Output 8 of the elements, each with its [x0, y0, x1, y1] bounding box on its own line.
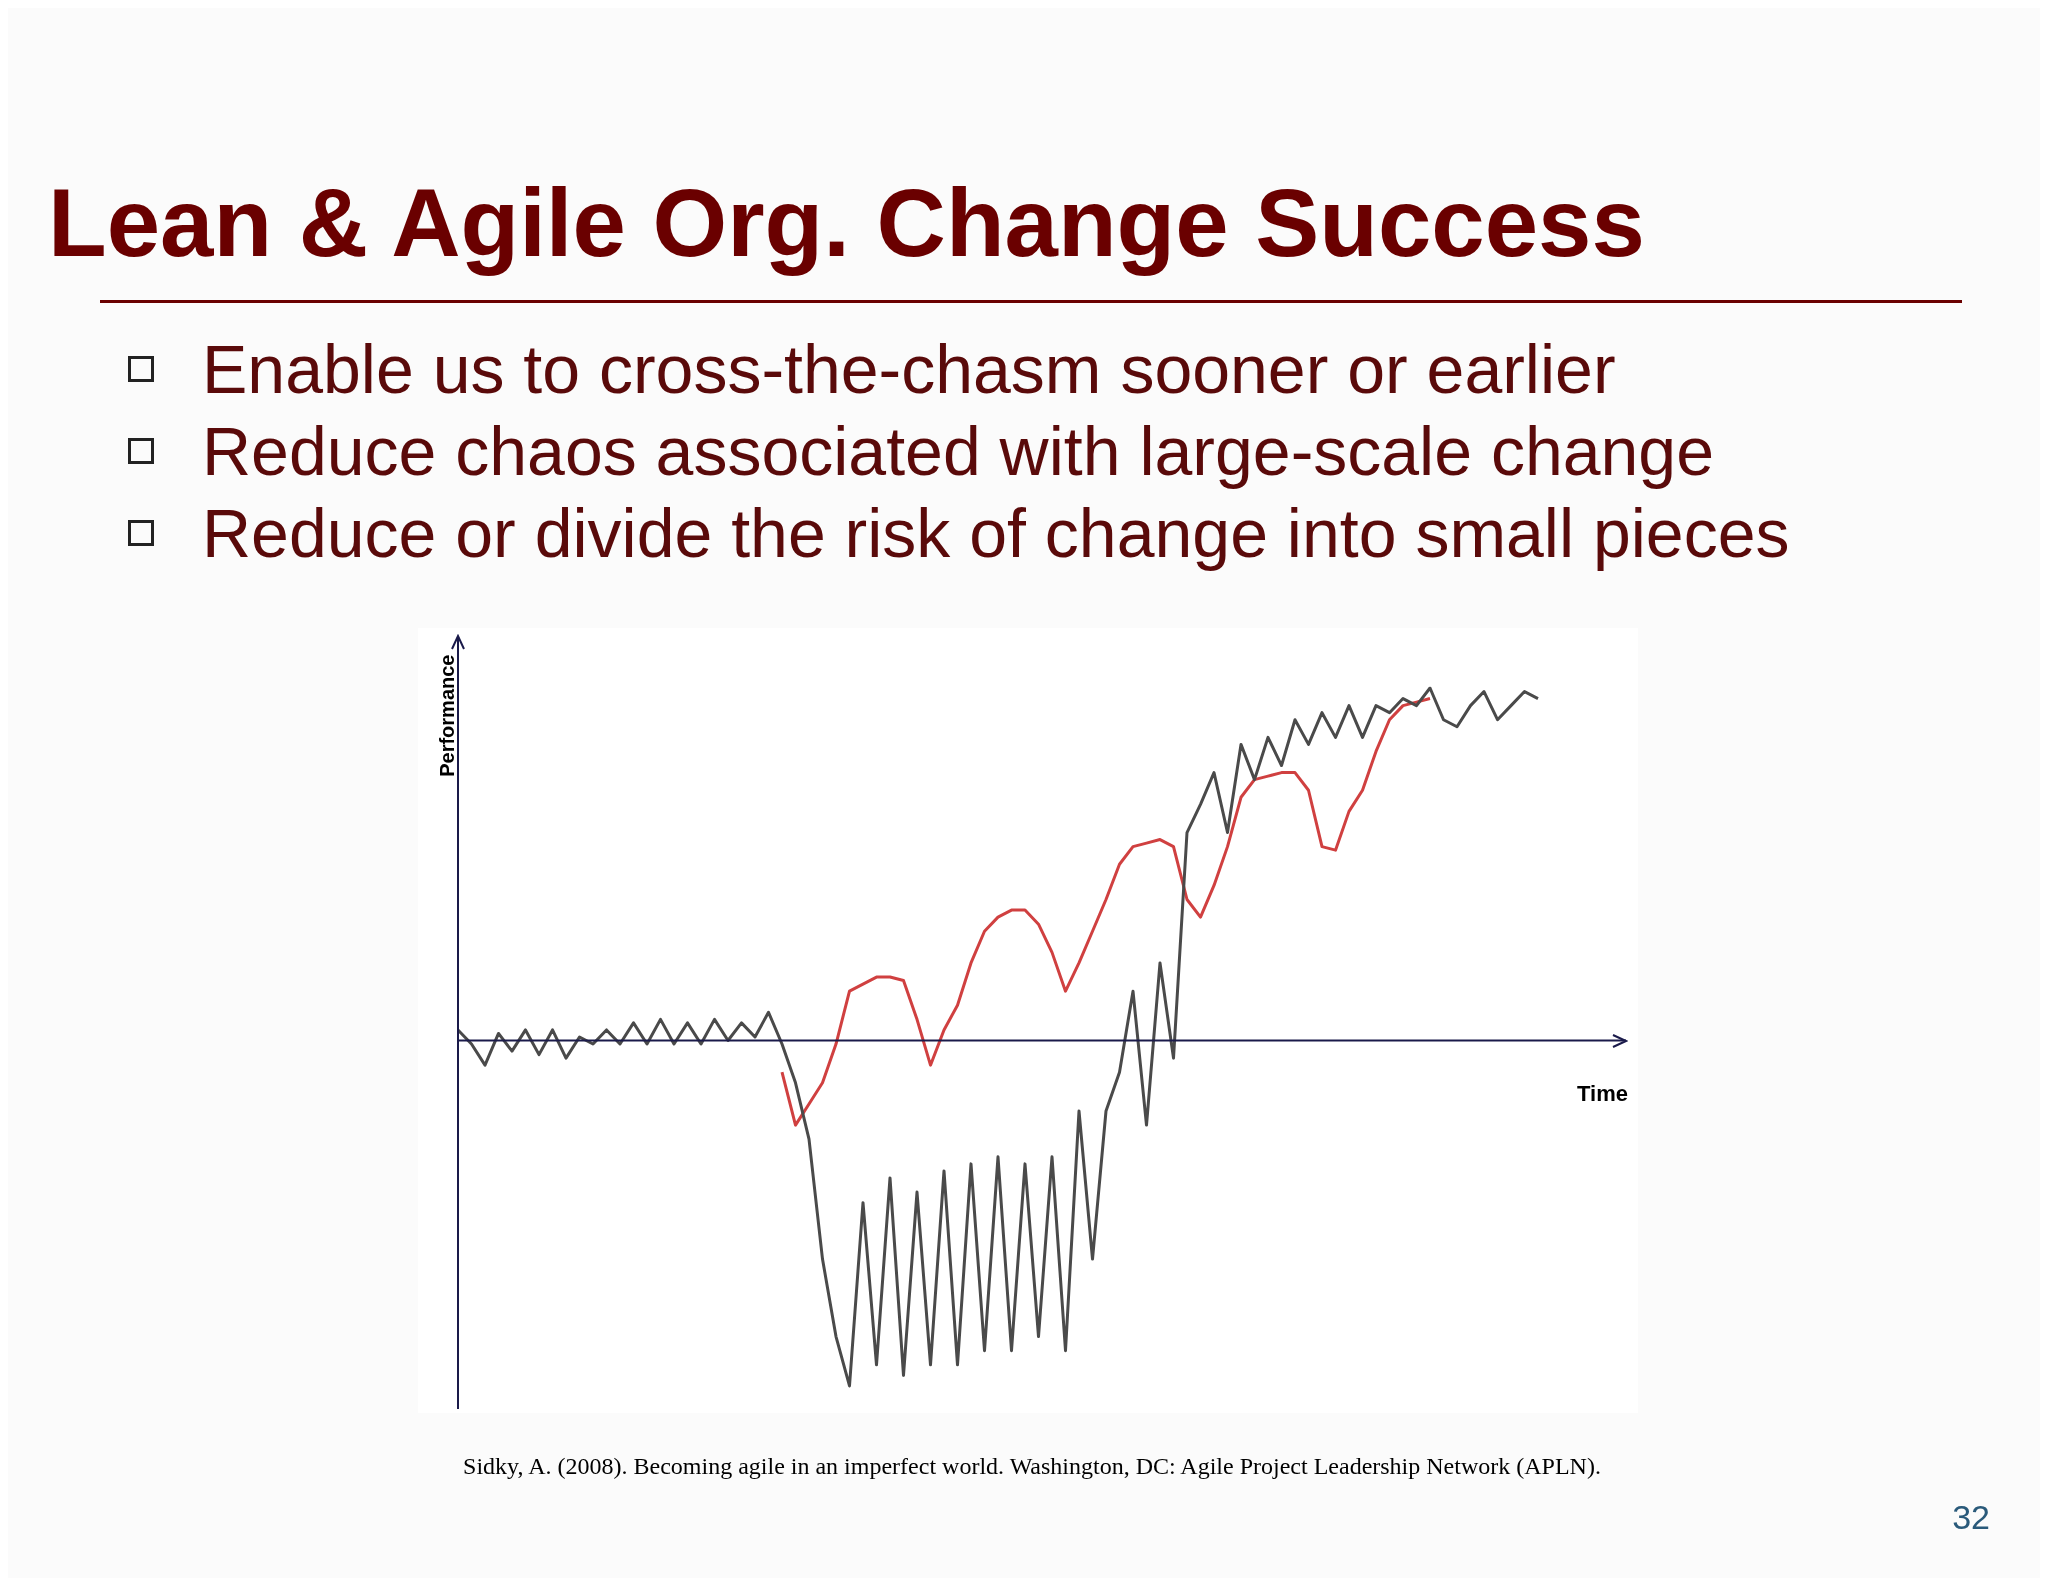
- text: Enable us to cross-the-chasm sooner or earlier: [202, 330, 1616, 408]
- text: Reduce or divide the risk of change into small pieces: [202, 494, 1790, 572]
- text: Reduce chaos associated with large-scale change: [202, 412, 1715, 490]
- chart-title: Lean & Agile Org. Change Success: [48, 168, 1645, 278]
- y-axis-title: Performance: [435, 654, 459, 779]
- text: 32: [1952, 1498, 1990, 1537]
- text: Sidky, A. (2008). Becoming agile in an imperfect world. Washington, DC: Agile Project Leadership Network (APLN).: [462, 1453, 1602, 1480]
- x-axis-title: Time: [1577, 1080, 1628, 1107]
